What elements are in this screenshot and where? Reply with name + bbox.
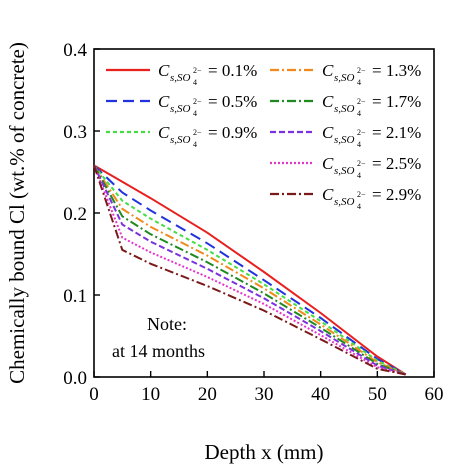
legend-subscript-4: 4 xyxy=(357,202,361,211)
legend-label-3: = 0.9% xyxy=(208,123,257,142)
legend-subscript-4: 4 xyxy=(357,78,361,87)
annotation-line-2: at 14 months xyxy=(112,341,205,361)
legend-label-6: = 2.1% xyxy=(372,123,421,142)
legend-c: C xyxy=(322,61,334,80)
series-line-8 xyxy=(93,165,406,376)
legend-subscript: s,SO xyxy=(170,72,191,84)
y-tick-label: 0.0 xyxy=(63,368,87,389)
legend-superscript: 2− xyxy=(357,190,366,199)
series-line-1 xyxy=(93,164,407,376)
legend-c: C xyxy=(158,61,170,80)
series-line-6 xyxy=(93,164,407,376)
y-axis-label: Chemically bound Cl (wt.% of concrete) xyxy=(5,42,29,384)
legend-subscript: s,SO xyxy=(334,196,355,208)
legend-label-7: = 2.5% xyxy=(372,154,421,173)
x-tick-label: 60 xyxy=(425,384,444,405)
legend-label-5: = 1.7% xyxy=(372,92,421,111)
legend-subscript: s,SO xyxy=(334,165,355,177)
legend-superscript: 2− xyxy=(357,97,366,106)
y-tick-label: 0.3 xyxy=(63,122,87,143)
legend-superscript: 2− xyxy=(357,128,366,137)
series-lines xyxy=(93,164,407,376)
legend-subscript: s,SO xyxy=(334,134,355,146)
legend-c: C xyxy=(322,92,334,111)
ticks: 0 10 20 30 40 50 60 0.0 0.1 0.2 0.3 0.4 xyxy=(63,40,443,405)
legend-subscript: s,SO xyxy=(334,103,355,115)
legend-c: C xyxy=(322,185,334,204)
x-axis-label: Depth x (mm) xyxy=(205,440,324,464)
legend-superscript: 2− xyxy=(357,66,366,75)
series-line-7 xyxy=(93,165,406,376)
legend-label-2: = 0.5% xyxy=(208,92,257,111)
x-tick-label: 40 xyxy=(311,384,330,405)
series-line-2 xyxy=(93,164,407,376)
series-line-4 xyxy=(93,164,407,376)
legend-superscript: 2− xyxy=(357,159,366,168)
legend-c: C xyxy=(158,92,170,111)
legend-label-8: = 2.9% xyxy=(372,185,421,204)
x-tick-label: 50 xyxy=(368,384,387,405)
legend-subscript-4: 4 xyxy=(357,171,361,180)
y-tick-label: 0.1 xyxy=(63,286,87,307)
x-tick-label: 0 xyxy=(89,384,99,405)
legend-label-1: = 0.1% xyxy=(208,61,257,80)
legend-c: C xyxy=(322,154,334,173)
annotation-line-1: Note: xyxy=(147,314,187,334)
legend-superscript: 2− xyxy=(193,128,202,137)
legend-subscript-4: 4 xyxy=(193,109,197,118)
legend-label-4: = 1.3% xyxy=(372,61,421,80)
legend-subscript: s,SO xyxy=(170,103,191,115)
legend-superscript: 2− xyxy=(193,66,202,75)
series-line-3 xyxy=(93,164,407,376)
legend-subscript-4: 4 xyxy=(193,78,197,87)
legend-subscript: s,SO xyxy=(170,134,191,146)
legend-subscript-4: 4 xyxy=(357,109,361,118)
legend-subscript: s,SO xyxy=(334,72,355,84)
legend-subscript-4: 4 xyxy=(193,140,197,149)
legend-subscript-4: 4 xyxy=(357,140,361,149)
x-tick-label: 20 xyxy=(198,384,217,405)
series-line-5 xyxy=(93,164,407,376)
x-tick-label: 10 xyxy=(141,384,160,405)
legend-c: C xyxy=(322,123,334,142)
legend-c: C xyxy=(158,123,170,142)
y-tick-label: 0.4 xyxy=(63,40,87,61)
legend-superscript: 2− xyxy=(193,97,202,106)
y-tick-label: 0.2 xyxy=(63,204,87,225)
x-tick-label: 30 xyxy=(255,384,274,405)
